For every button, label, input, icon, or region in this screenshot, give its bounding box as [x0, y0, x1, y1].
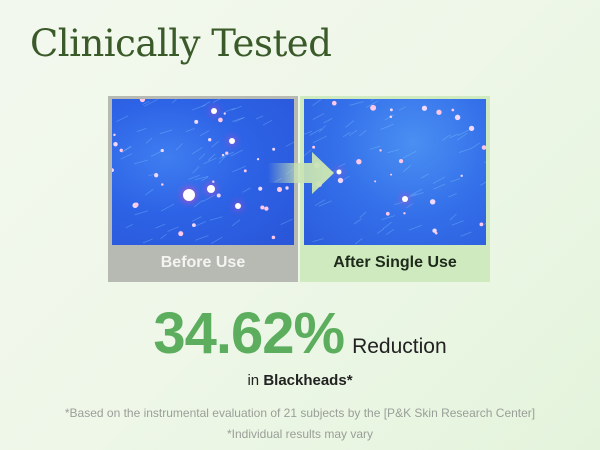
- skin-dot: [337, 177, 344, 184]
- skin-dot: [225, 151, 229, 155]
- skin-dot: [212, 180, 215, 184]
- skin-dot: [154, 173, 159, 178]
- skin-dot: [216, 193, 221, 198]
- skin-dot: [194, 119, 199, 124]
- skin-dot: [160, 148, 164, 153]
- skin-dot: [403, 212, 406, 215]
- skin-dot: [356, 159, 362, 165]
- skin-dot: [460, 174, 463, 177]
- result-subtitle: in Blackheads*: [0, 372, 600, 389]
- skin-dot: [331, 100, 337, 106]
- result-stat: 34.62% Reduction: [0, 300, 600, 367]
- skin-dot: [113, 141, 118, 147]
- skin-dot: [389, 108, 393, 112]
- skin-dot: [336, 169, 342, 175]
- arrow-right-icon: [268, 152, 334, 194]
- skin-dot: [432, 228, 437, 233]
- skin-dot: [271, 235, 276, 240]
- skin-dot: [421, 105, 428, 111]
- skin-dot: [221, 153, 225, 157]
- skin-dot: [481, 145, 486, 150]
- skin-dot: [161, 183, 164, 186]
- skin-dot: [436, 109, 442, 115]
- skin-dot: [139, 99, 146, 103]
- skin-dot: [390, 173, 393, 176]
- skin-dot: [468, 125, 475, 131]
- skin-dot: [374, 180, 377, 183]
- footnote-study: *Based on the instrumental evaluation of…: [64, 406, 536, 420]
- footnote-disclaimer: *Individual results may vary: [226, 427, 374, 441]
- skin-dot: [235, 203, 241, 209]
- skin-dot: [479, 222, 484, 227]
- after-panel: After Single Use: [300, 96, 490, 282]
- subtitle-prefix: in: [247, 372, 260, 389]
- skin-dot: [208, 138, 212, 142]
- skin-dot: [451, 108, 455, 112]
- skin-dot: [264, 206, 269, 211]
- reduction-value: 34.62%: [153, 301, 345, 366]
- skin-dot: [256, 157, 260, 161]
- skin-dot: [113, 133, 116, 137]
- skin-dot: [211, 108, 217, 114]
- skin-dot: [112, 168, 114, 173]
- skin-dot: [178, 231, 184, 237]
- skin-dot: [223, 112, 226, 115]
- skin-dot: [385, 211, 390, 216]
- skin-dot: [276, 186, 283, 192]
- before-skin-image: [112, 99, 294, 245]
- before-panel: Before Use: [108, 96, 298, 282]
- skin-dot: [434, 231, 438, 235]
- skin-dot: [134, 202, 139, 207]
- skin-dot: [207, 185, 215, 193]
- skin-dot: [454, 114, 461, 121]
- skin-dot: [379, 149, 382, 152]
- skin-dot: [192, 223, 196, 228]
- skin-dot: [218, 117, 223, 123]
- before-label: Before Use: [160, 254, 246, 271]
- skin-dot: [389, 115, 393, 119]
- skin-dot: [260, 205, 265, 210]
- skin-dot: [272, 147, 276, 151]
- reduction-label: Reduction: [352, 335, 447, 358]
- skin-dot: [183, 189, 195, 201]
- skin-dot: [229, 138, 235, 144]
- after-skin-image: [304, 99, 486, 245]
- skin-dot: [429, 199, 436, 205]
- skin-dot: [119, 148, 123, 153]
- subtitle-target: Blackheads*: [263, 372, 353, 389]
- skin-dot: [398, 159, 404, 164]
- skin-dot: [370, 104, 377, 111]
- skin-dot: [243, 169, 247, 173]
- page-title: Clinically Tested: [30, 22, 332, 65]
- skin-dot: [285, 186, 289, 190]
- after-label: After Single Use: [333, 254, 457, 271]
- skin-dot: [312, 145, 316, 149]
- skin-dot: [402, 196, 408, 202]
- skin-dot: [258, 186, 263, 191]
